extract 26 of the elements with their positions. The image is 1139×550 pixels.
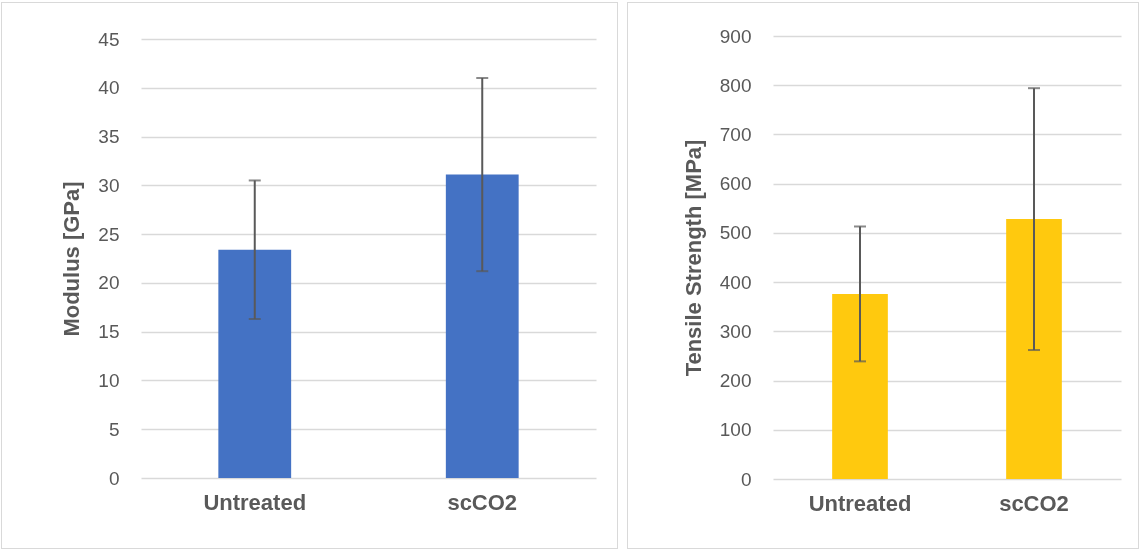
- y-tick-label: 25: [98, 223, 120, 245]
- y-tick-label: 200: [719, 370, 752, 392]
- y-tick-label: 5: [108, 418, 120, 440]
- y-tick-label: 45: [98, 28, 120, 50]
- x-tick-label: Untreated: [203, 489, 307, 515]
- x-tick-label: scCO2: [999, 490, 1069, 516]
- y-tick-label: 35: [98, 126, 120, 148]
- y-tick-label: 10: [98, 369, 120, 391]
- y-tick-label: 400: [719, 271, 752, 293]
- y-tick-label: 20: [98, 272, 120, 294]
- y-tick-label: 500: [719, 222, 752, 244]
- y-tick-label: 40: [98, 77, 120, 99]
- y-tick-label: 15: [98, 321, 120, 343]
- x-tick-label: scCO2: [447, 489, 518, 515]
- y-tick-label: 0: [108, 467, 120, 489]
- y-axis-title: Tensile Strength [MPa]: [680, 139, 706, 377]
- y-axis-title: Modulus [GPa]: [59, 181, 85, 337]
- y-tick-label: 100: [719, 419, 752, 441]
- y-tick-label: 800: [719, 74, 752, 96]
- y-tick-label: 0: [740, 468, 752, 490]
- y-tick-label: 300: [719, 320, 752, 342]
- x-tick-label: Untreated: [808, 490, 912, 516]
- y-tick-label: 700: [719, 123, 752, 145]
- y-tick-label: 900: [719, 25, 752, 47]
- y-tick-label: 600: [719, 173, 752, 195]
- y-tick-label: 30: [98, 174, 120, 196]
